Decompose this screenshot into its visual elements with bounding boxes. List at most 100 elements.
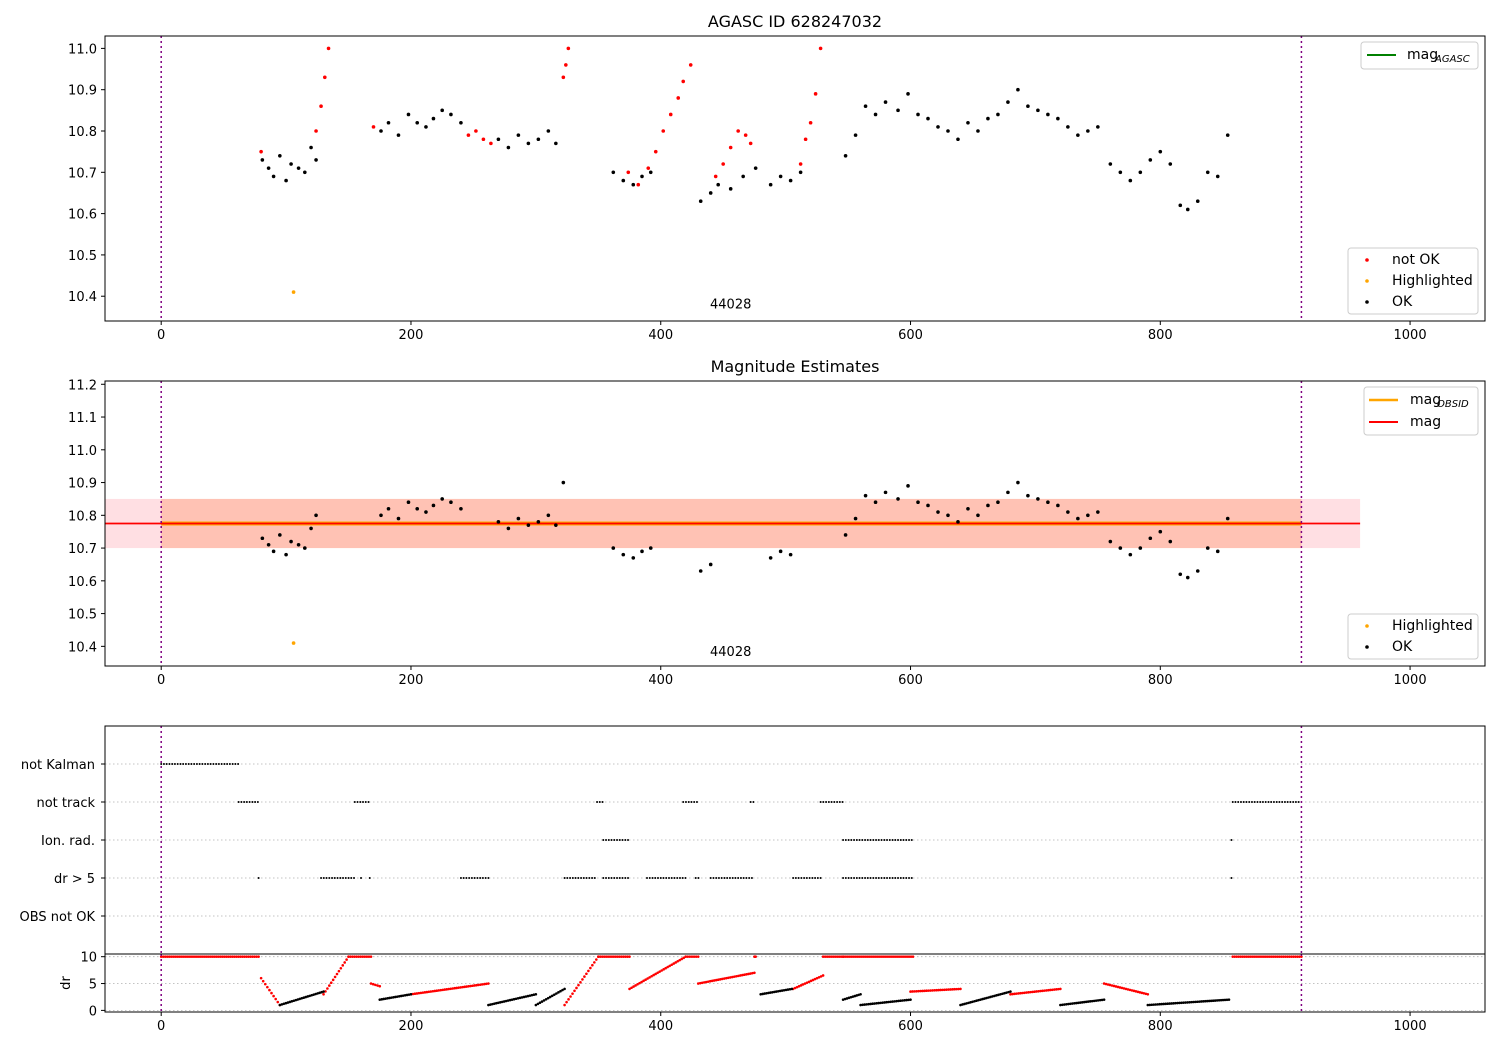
y-tick-label: 10.6	[68, 575, 97, 590]
dr-point-ok	[310, 993, 313, 997]
dr-point-ok	[405, 993, 409, 997]
point-ok	[1026, 104, 1030, 109]
dr-point-ok	[765, 991, 768, 995]
flag-point	[684, 877, 687, 879]
point-ok	[506, 145, 511, 150]
dr-point-flagged	[587, 969, 590, 973]
flag-point	[613, 839, 616, 841]
dr-point-flagged	[231, 955, 235, 958]
dr-point-flagged	[1261, 955, 1265, 958]
point-not-ok	[713, 174, 718, 179]
flag-point	[883, 839, 886, 841]
point-ok	[424, 510, 428, 514]
dr-point-flagged	[1294, 955, 1297, 958]
legend-mag: mag	[1410, 414, 1441, 430]
dr-point-ok	[1170, 1002, 1173, 1005]
dr-point-ok	[392, 995, 395, 999]
flag-point	[1297, 801, 1300, 803]
dr-point-flagged	[239, 955, 243, 958]
point-not-ok	[646, 166, 651, 170]
dr-point-ok	[889, 1000, 892, 1004]
dr-point-flagged	[1106, 983, 1110, 986]
flag-point	[195, 763, 198, 765]
dr-point-flagged	[1265, 955, 1269, 958]
dr-point-flagged	[897, 955, 901, 958]
flag-point	[684, 801, 687, 803]
dr-point-flagged	[465, 985, 468, 988]
flag-point	[1234, 801, 1237, 803]
agasc-legend-points: not OK Highlighted OK	[1347, 247, 1479, 315]
dr-point-flagged	[873, 955, 877, 958]
dr-point-flagged	[233, 955, 237, 958]
flag-point	[830, 801, 833, 803]
point-ok	[396, 516, 401, 521]
dr-point-flagged	[909, 955, 913, 958]
point-ok	[554, 523, 558, 527]
flag-row-label: not Kalman	[21, 758, 95, 773]
dr-point-ok	[1098, 998, 1102, 1002]
point-ok	[1205, 170, 1210, 175]
flag-point	[593, 877, 596, 879]
dr-point-ok	[1059, 1003, 1062, 1007]
flag-point	[215, 763, 218, 765]
flag-point	[844, 877, 847, 879]
flag-point	[627, 877, 630, 879]
dr-point-ok	[518, 996, 522, 1000]
dr-point-flagged	[361, 955, 365, 958]
flag-point	[910, 839, 913, 841]
dr-point-flagged	[251, 955, 254, 958]
dr-point-flagged	[911, 955, 915, 958]
dr-point-flagged	[433, 989, 437, 993]
flag-point	[588, 877, 591, 879]
flag-point	[1230, 839, 1233, 841]
dr-point-ok	[861, 1003, 864, 1007]
dr-point-flagged	[1253, 955, 1257, 958]
flag-point	[838, 801, 841, 803]
dr-point-flagged	[475, 983, 478, 987]
flag-point	[800, 877, 803, 879]
point-ok	[278, 533, 282, 537]
dr-point-ok	[510, 998, 514, 1001]
dr-point-ok	[498, 1001, 502, 1004]
dr-point-flagged	[1290, 955, 1293, 958]
point-ok	[926, 116, 930, 121]
dr-point-flagged	[595, 958, 598, 961]
flag-point	[877, 839, 880, 841]
dr-point-flagged	[431, 989, 435, 993]
mag-estimates-legend-lines: mag OBSID mag	[1363, 386, 1479, 436]
flag-point	[212, 763, 215, 765]
flag-point	[891, 839, 894, 841]
flag-point	[841, 801, 844, 803]
obsid-label: 44028	[710, 298, 751, 313]
dr-point-flagged	[165, 955, 169, 958]
point-ok	[1158, 149, 1163, 154]
dr-point-flagged	[447, 987, 450, 991]
dr-point-flagged	[437, 989, 441, 992]
dr-point-ok	[1199, 1000, 1203, 1003]
flag-point	[1283, 801, 1286, 803]
x-tick-label: 1000	[1394, 328, 1427, 343]
dr-point-flagged	[423, 991, 427, 994]
dr-point-ok	[895, 999, 898, 1003]
dr-point-ok	[1088, 1000, 1092, 1003]
flag-point	[333, 877, 336, 879]
dr-point-ok	[1069, 1002, 1072, 1006]
dr-point-flagged	[597, 955, 600, 958]
dr-point-ok	[769, 991, 772, 994]
flag-point	[605, 839, 608, 841]
point-ok	[1185, 207, 1190, 212]
point-ok	[956, 520, 960, 524]
dr-point-flagged	[1041, 989, 1044, 993]
dr-point-flagged	[821, 955, 825, 958]
point-ok	[1168, 162, 1173, 166]
dr-point-ok	[512, 997, 516, 1001]
flag-point	[737, 877, 740, 879]
dr-point-ok	[1211, 999, 1215, 1002]
dr-point-flagged	[706, 980, 710, 983]
point-ok	[788, 178, 793, 183]
agasc-title: AGASC ID 628247032	[708, 12, 882, 31]
point-not-ok	[323, 75, 327, 80]
flag-point	[861, 877, 864, 879]
dr-point-flagged	[1049, 988, 1052, 992]
flag-point	[844, 839, 847, 841]
